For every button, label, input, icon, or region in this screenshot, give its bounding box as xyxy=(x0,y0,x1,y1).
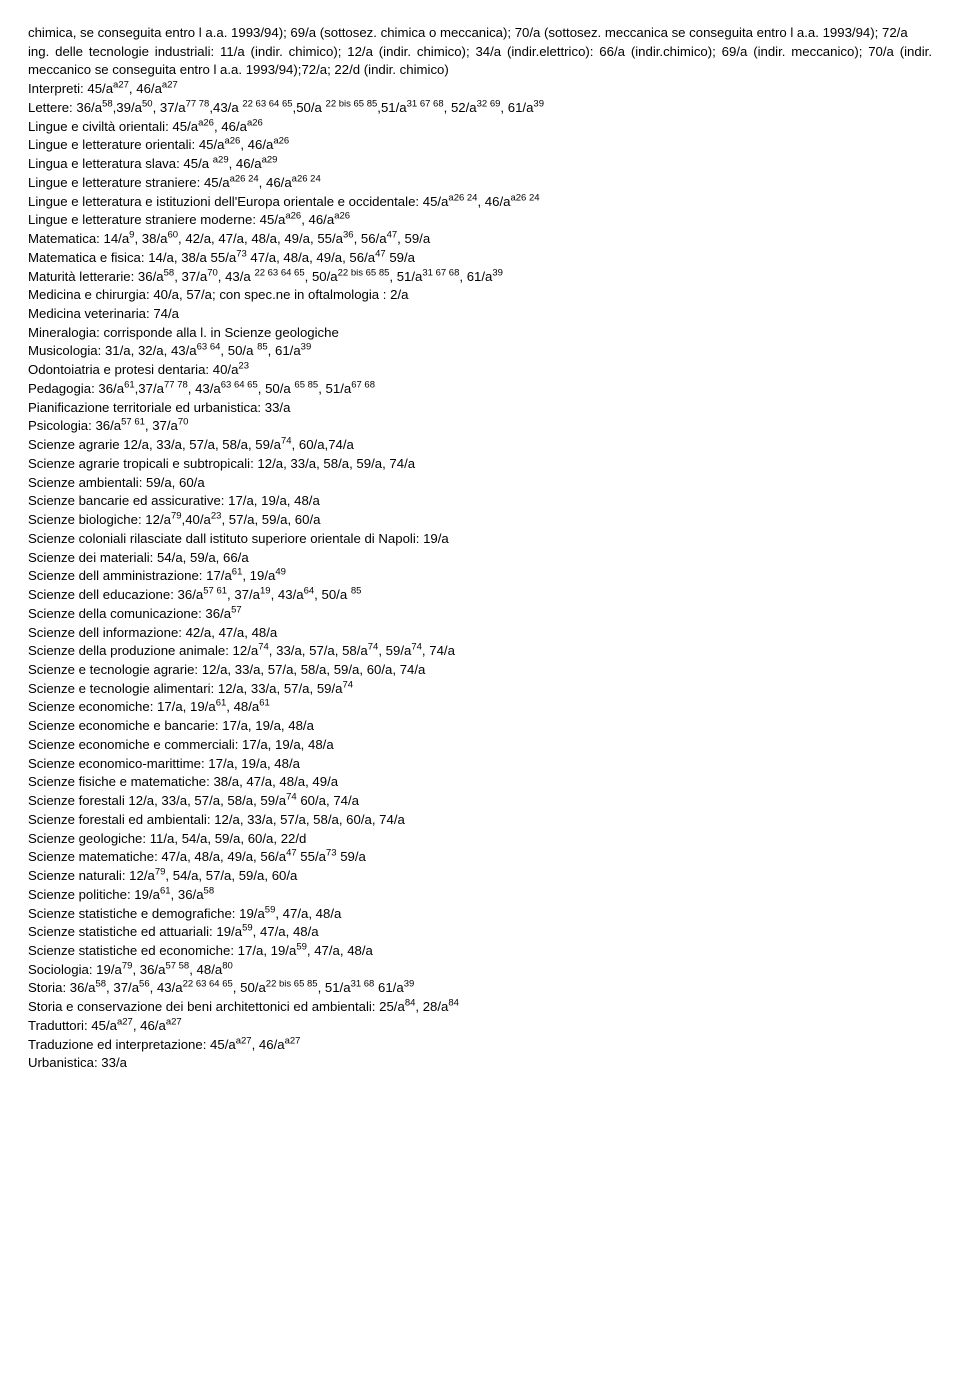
text-line: Traduttori: 45/aa27, 46/aa27 xyxy=(28,1017,932,1036)
text-line: Scienze e tecnologie alimentari: 12/a, 3… xyxy=(28,680,932,699)
text-line: Matematica: 14/a9, 38/a60, 42/a, 47/a, 4… xyxy=(28,230,932,249)
text-line: Scienze e tecnologie agrarie: 12/a, 33/a… xyxy=(28,661,932,680)
text-line: chimica, se conseguita entro l a.a. 1993… xyxy=(28,24,932,43)
text-line: Scienze statistiche ed attuariali: 19/a5… xyxy=(28,923,932,942)
text-line: Scienze ambientali: 59/a, 60/a xyxy=(28,474,932,493)
text-line: Scienze economiche e commerciali: 17/a, … xyxy=(28,736,932,755)
text-line: Lingue e letteratura e istituzioni dell'… xyxy=(28,193,932,212)
text-line: Scienze agrarie 12/a, 33/a, 57/a, 58/a, … xyxy=(28,436,932,455)
text-line: Medicina veterinaria: 74/a xyxy=(28,305,932,324)
text-line: ing. delle tecnologie industriali: 11/a … xyxy=(28,43,932,80)
document-body: chimica, se conseguita entro l a.a. 1993… xyxy=(28,24,932,1073)
text-line: Lingue e letterature straniere moderne: … xyxy=(28,211,932,230)
text-line: Lingue e letterature straniere: 45/aa26 … xyxy=(28,174,932,193)
text-line: Storia e conservazione dei beni architet… xyxy=(28,998,932,1017)
text-line: Scienze della comunicazione: 36/a57 xyxy=(28,605,932,624)
text-line: Scienze matematiche: 47/a, 48/a, 49/a, 5… xyxy=(28,848,932,867)
text-line: Scienze forestali 12/a, 33/a, 57/a, 58/a… xyxy=(28,792,932,811)
text-line: Scienze economiche: 17/a, 19/a61, 48/a61 xyxy=(28,698,932,717)
text-line: Scienze agrarie tropicali e subtropicali… xyxy=(28,455,932,474)
text-line: Sociologia: 19/a79, 36/a57 58, 48/a80 xyxy=(28,961,932,980)
text-line: Psicologia: 36/a57 61, 37/a70 xyxy=(28,417,932,436)
text-line: Scienze dell amministrazione: 17/a61, 19… xyxy=(28,567,932,586)
text-line: Matematica e fisica: 14/a, 38/a 55/a73 4… xyxy=(28,249,932,268)
text-line: Mineralogia: corrisponde alla l. in Scie… xyxy=(28,324,932,343)
text-line: Scienze economiche e bancarie: 17/a, 19/… xyxy=(28,717,932,736)
text-line: Scienze geologiche: 11/a, 54/a, 59/a, 60… xyxy=(28,830,932,849)
text-line: Maturità letterarie: 36/a58, 37/a70, 43/… xyxy=(28,268,932,287)
text-line: Interpreti: 45/aa27, 46/aa27 xyxy=(28,80,932,99)
text-line: Scienze statistiche ed economiche: 17/a,… xyxy=(28,942,932,961)
text-line: Scienze coloniali rilasciate dall istitu… xyxy=(28,530,932,549)
text-line: Scienze naturali: 12/a79, 54/a, 57/a, 59… xyxy=(28,867,932,886)
text-line: Lingue e civiltà orientali: 45/aa26, 46/… xyxy=(28,118,932,137)
text-line: Scienze biologiche: 12/a79,40/a23, 57/a,… xyxy=(28,511,932,530)
text-line: Traduzione ed interpretazione: 45/aa27, … xyxy=(28,1036,932,1055)
text-line: Pedagogia: 36/a61,37/a77 78, 43/a63 64 6… xyxy=(28,380,932,399)
text-line: Medicina e chirurgia: 40/a, 57/a; con sp… xyxy=(28,286,932,305)
text-line: Lingue e letterature orientali: 45/aa26,… xyxy=(28,136,932,155)
text-line: Lettere: 36/a58,39/a50, 37/a77 78,43/a 2… xyxy=(28,99,932,118)
text-line: Scienze forestali ed ambientali: 12/a, 3… xyxy=(28,811,932,830)
text-line: Scienze fisiche e matematiche: 38/a, 47/… xyxy=(28,773,932,792)
text-line: Urbanistica: 33/a xyxy=(28,1054,932,1073)
text-line: Scienze politiche: 19/a61, 36/a58 xyxy=(28,886,932,905)
text-line: Scienze statistiche e demografiche: 19/a… xyxy=(28,905,932,924)
text-line: Musicologia: 31/a, 32/a, 43/a63 64, 50/a… xyxy=(28,342,932,361)
text-line: Scienze dell informazione: 42/a, 47/a, 4… xyxy=(28,624,932,643)
text-line: Scienze bancarie ed assicurative: 17/a, … xyxy=(28,492,932,511)
text-line: Lingua e letteratura slava: 45/a a29, 46… xyxy=(28,155,932,174)
text-line: Scienze dell educazione: 36/a57 61, 37/a… xyxy=(28,586,932,605)
text-line: Storia: 36/a58, 37/a56, 43/a22 63 64 65,… xyxy=(28,979,932,998)
text-line: Scienze della produzione animale: 12/a74… xyxy=(28,642,932,661)
text-line: Scienze dei materiali: 54/a, 59/a, 66/a xyxy=(28,549,932,568)
text-line: Scienze economico-marittime: 17/a, 19/a,… xyxy=(28,755,932,774)
text-line: Pianificazione territoriale ed urbanisti… xyxy=(28,399,932,418)
text-line: Odontoiatria e protesi dentaria: 40/a23 xyxy=(28,361,932,380)
